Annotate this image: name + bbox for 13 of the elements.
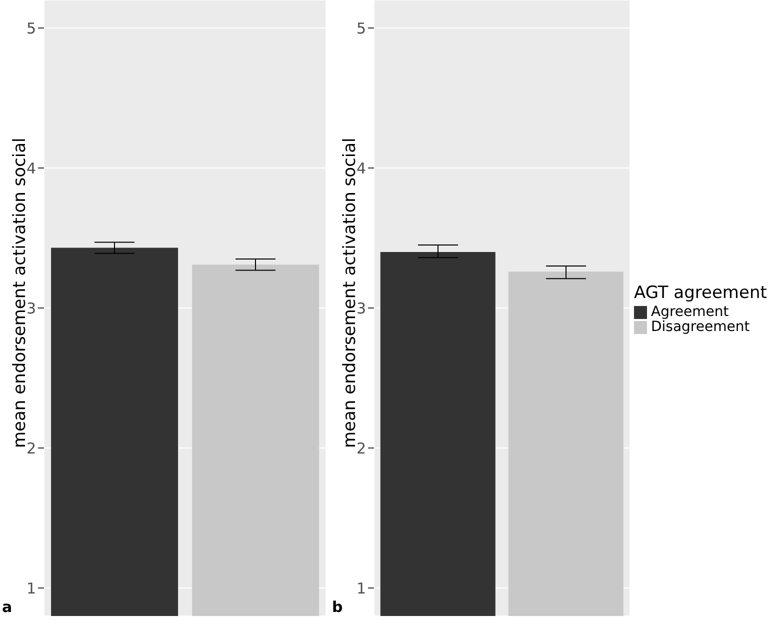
legend-label: Disagreement bbox=[651, 319, 750, 335]
legend-label: Agreement bbox=[651, 304, 729, 320]
y-tick-label: 2 bbox=[356, 439, 366, 458]
y-tick-label: 4 bbox=[356, 159, 366, 178]
y-tick-label: 5 bbox=[26, 19, 36, 38]
y-tick-label: 1 bbox=[356, 579, 366, 598]
y-tick-label: 2 bbox=[26, 439, 36, 458]
text: a bbox=[2, 598, 12, 616]
y-tick-label: 5 bbox=[356, 19, 366, 38]
legend-title: AGT agreement bbox=[634, 283, 768, 303]
text: b bbox=[332, 598, 343, 616]
y-tick-label: 4 bbox=[26, 159, 36, 178]
y-tick-label: 1 bbox=[26, 579, 36, 598]
